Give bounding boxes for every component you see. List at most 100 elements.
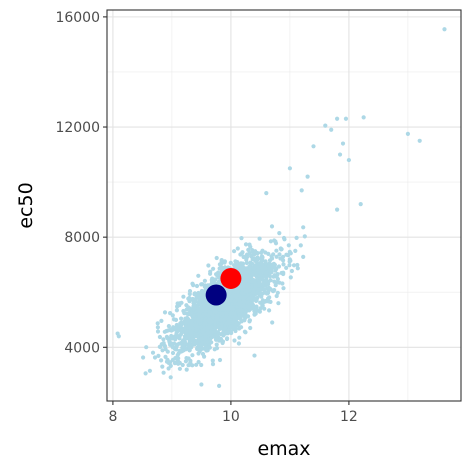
data-point	[260, 262, 265, 267]
data-point	[196, 338, 201, 343]
data-point	[215, 313, 220, 318]
data-point	[239, 304, 245, 309]
data-point	[255, 265, 260, 270]
data-point	[175, 301, 180, 306]
data-point	[170, 357, 175, 362]
data-point	[192, 292, 197, 297]
data-point	[183, 325, 188, 331]
data-point	[181, 344, 186, 349]
data-point	[260, 255, 265, 260]
outlier-point	[335, 116, 340, 121]
outlier-point	[358, 202, 363, 207]
data-point	[156, 353, 161, 358]
data-point	[264, 277, 269, 283]
outlier-point	[346, 157, 351, 163]
data-point	[180, 348, 185, 353]
data-point	[225, 336, 230, 341]
data-point	[263, 265, 268, 270]
data-point	[252, 297, 257, 302]
outlier-point	[361, 115, 366, 120]
data-point	[202, 278, 207, 283]
data-point	[183, 359, 188, 364]
data-point	[213, 329, 218, 334]
data-point	[272, 238, 277, 243]
data-point	[295, 262, 300, 268]
data-point	[198, 308, 203, 313]
data-point	[219, 338, 224, 344]
data-point	[211, 266, 216, 271]
data-point	[243, 242, 249, 247]
data-point	[240, 250, 245, 255]
data-point	[266, 264, 272, 269]
data-point	[201, 298, 206, 303]
data-point	[284, 252, 289, 257]
data-point	[197, 298, 202, 303]
data-point	[262, 306, 267, 311]
data-point	[269, 224, 275, 229]
outlier-point	[337, 152, 343, 157]
data-point	[210, 315, 216, 320]
data-point	[167, 340, 172, 345]
data-point	[239, 325, 244, 330]
data-point	[271, 289, 276, 294]
data-point	[251, 290, 256, 295]
outlier-point	[287, 166, 292, 171]
data-point	[212, 320, 217, 325]
data-point	[214, 337, 219, 342]
outlier-point	[305, 174, 310, 179]
data-point	[162, 310, 168, 315]
data-point	[247, 319, 252, 324]
data-point	[171, 325, 176, 330]
data-point	[205, 330, 210, 336]
data-point	[254, 304, 259, 309]
data-point	[263, 259, 268, 264]
data-point	[217, 357, 223, 363]
outlier-point	[335, 207, 340, 212]
data-point	[280, 281, 285, 286]
data-point	[175, 304, 180, 309]
data-point	[259, 286, 264, 292]
data-point	[243, 310, 248, 315]
x-tick-label: 10	[222, 409, 240, 425]
data-point	[244, 257, 249, 262]
data-point	[274, 254, 279, 259]
data-point	[264, 270, 269, 275]
data-point	[198, 342, 203, 347]
data-point	[210, 278, 215, 283]
data-point	[170, 336, 175, 341]
data-point	[245, 304, 250, 309]
data-point	[150, 350, 156, 355]
data-point	[195, 324, 200, 329]
outlier-point	[270, 320, 275, 325]
data-point	[257, 236, 262, 241]
data-point	[222, 316, 227, 322]
data-point	[233, 259, 238, 264]
data-point	[236, 321, 241, 326]
data-point	[160, 348, 165, 353]
data-point	[289, 268, 294, 274]
data-point	[175, 353, 180, 358]
data-point	[174, 347, 179, 352]
data-point	[194, 283, 200, 289]
data-point	[232, 299, 237, 304]
data-point	[232, 263, 237, 268]
data-point	[227, 291, 232, 296]
data-point	[179, 316, 184, 321]
data-point	[286, 243, 291, 248]
plot-border	[106, 9, 462, 402]
data-point	[248, 325, 253, 331]
data-point	[144, 345, 149, 350]
data-point	[200, 292, 206, 297]
data-point	[179, 300, 184, 305]
data-point	[200, 329, 205, 334]
data-point	[199, 325, 204, 330]
data-point	[210, 358, 215, 363]
data-point	[157, 334, 162, 340]
data-point	[170, 313, 175, 318]
data-point	[214, 342, 219, 347]
data-point	[214, 255, 219, 261]
data-point	[243, 289, 248, 294]
data-point	[176, 327, 181, 332]
data-point	[197, 301, 202, 306]
data-point	[189, 320, 194, 325]
